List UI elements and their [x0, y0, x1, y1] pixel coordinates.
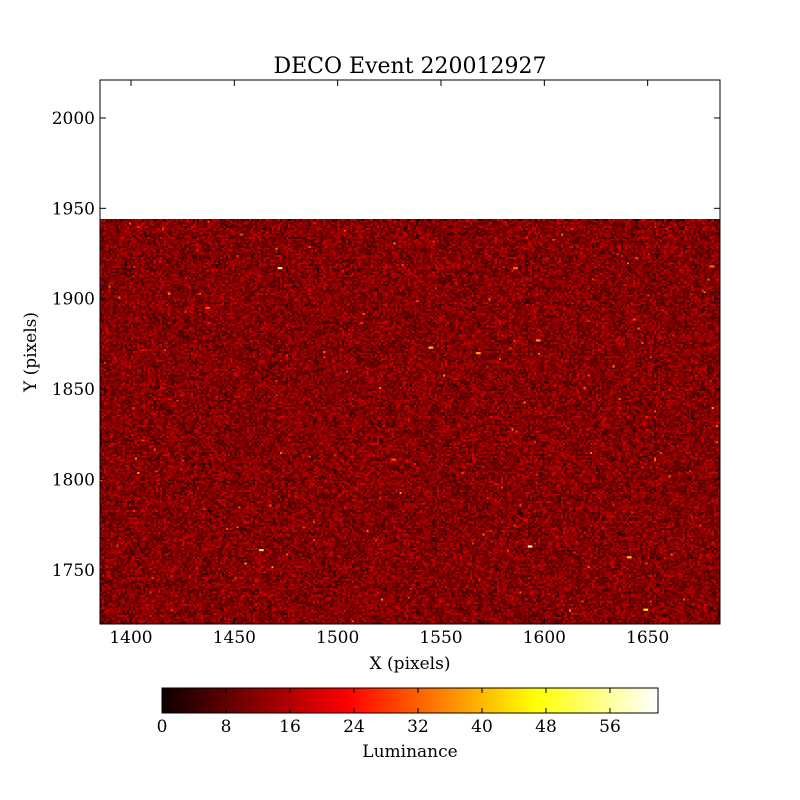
bright-spot [205, 306, 210, 309]
colorbar-tick-label: 0 [157, 717, 168, 737]
colorbar-ticks: 0 8 16 24 32 40 48 56 [157, 688, 621, 737]
y-tick-label: 1850 [52, 380, 95, 400]
x-tick-label: 1650 [626, 628, 669, 648]
bright-spot [709, 265, 715, 268]
heatmap-image [100, 219, 720, 624]
bright-spot [627, 556, 632, 559]
x-tick-label: 1550 [419, 628, 462, 648]
y-tick-label: 1950 [52, 199, 95, 219]
colorbar-tick-label: 48 [535, 717, 557, 737]
x-tick-label: 1600 [523, 628, 566, 648]
x-axis-ticks: 1400 1450 1500 1550 1600 1650 [109, 80, 669, 648]
colorbar-tick-label: 32 [407, 717, 429, 737]
chart-title: DECO Event 220012927 [273, 54, 546, 79]
bright-spot [428, 346, 434, 349]
x-tick-label: 1500 [316, 628, 359, 648]
x-tick-label: 1450 [213, 628, 256, 648]
colorbar-tick-label: 40 [471, 717, 493, 737]
bright-spot [536, 339, 541, 342]
bright-spot [259, 548, 264, 552]
y-tick-label: 1900 [52, 290, 95, 310]
y-axis-ticks: 1750 1800 1850 1900 1950 2000 [52, 109, 720, 581]
colorbar-tick-label: 16 [279, 717, 301, 737]
bright-spots [205, 265, 715, 611]
bright-spot [391, 458, 396, 461]
bright-spot [277, 267, 283, 270]
y-tick-label: 2000 [52, 109, 95, 129]
bright-spot [527, 545, 533, 548]
y-axis-label: Y (pixels) [21, 312, 41, 393]
colorbar-label: Luminance [362, 742, 457, 762]
colorbar-tick-label: 24 [343, 717, 365, 737]
bright-spot [513, 267, 518, 270]
colorbar-tick-label: 8 [221, 717, 232, 737]
y-tick-label: 1750 [52, 561, 95, 581]
y-tick-label: 1800 [52, 470, 95, 490]
x-axis-label: X (pixels) [370, 654, 451, 674]
bright-spot [476, 352, 481, 355]
colorbar-tick-label: 56 [599, 717, 621, 737]
axes-frame [99, 79, 721, 625]
x-tick-label: 1400 [109, 628, 152, 648]
colorbar [161, 687, 659, 714]
bright-spot [643, 608, 649, 611]
